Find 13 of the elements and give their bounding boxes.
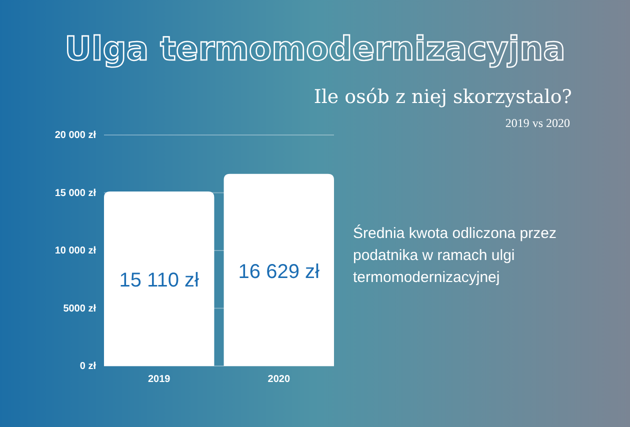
text: Ile osób z niej skorzystalo? [314,86,572,108]
y-tick-label: 10 000 zł [54,246,96,257]
data-label: 16 629 zł [238,260,320,283]
x-tick-label: 2020 [268,374,290,386]
text: Średnia kwota odliczona przez podatnika w ramach ulgi termomodernizacyjnej [353,224,558,288]
y-tick-label: 5000 zł [63,303,96,314]
y-tick-label: 0 zł [80,361,96,372]
data-label: 15 110 zł [119,270,200,292]
x-tick-label: 2019 [148,374,171,386]
text: 2019 vs 2020 [505,116,570,130]
chart-title: Ulga termomodernizacyjna [64,29,566,68]
y-tick-label: 20 000 zł [54,130,96,142]
y-tick-label: 15 000 zł [54,188,96,199]
